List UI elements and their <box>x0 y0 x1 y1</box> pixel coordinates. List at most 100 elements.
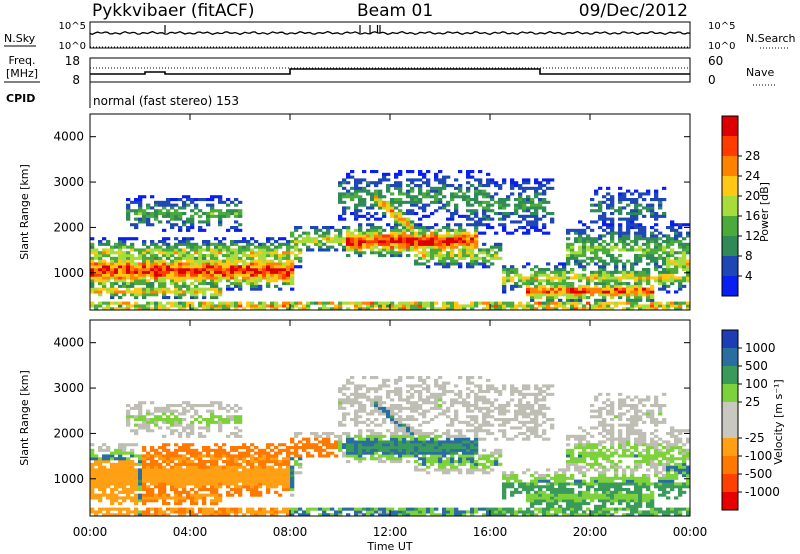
velocity-cell <box>142 462 147 466</box>
velocity-cell <box>362 440 367 444</box>
power-cell <box>486 217 491 221</box>
power-cell <box>642 251 647 255</box>
power-cell <box>186 284 191 288</box>
velocity-cell <box>198 432 203 436</box>
velocity-cell <box>206 429 211 433</box>
velocity-cell <box>158 474 163 478</box>
power-cell <box>434 307 439 311</box>
power-cell <box>610 279 615 283</box>
power-cell <box>502 226 507 230</box>
power-cell <box>622 248 627 252</box>
velocity-cell <box>398 454 403 458</box>
velocity-cell <box>226 476 231 480</box>
power-cell <box>282 256 287 260</box>
power-cell <box>566 254 571 258</box>
velocity-cell <box>118 451 123 455</box>
power-cell <box>150 262 155 266</box>
power-cell <box>530 290 535 294</box>
power-cell <box>422 248 427 252</box>
power-cell <box>390 184 395 188</box>
power-cell <box>150 282 155 286</box>
power-cell <box>478 217 483 221</box>
power-cell <box>606 198 611 202</box>
power-cell <box>142 304 147 308</box>
power-cell <box>250 248 255 252</box>
power-cell <box>562 290 567 294</box>
power-cell <box>566 270 571 274</box>
velocity-cell <box>438 462 443 466</box>
velocity-cell <box>370 513 375 517</box>
power-cell <box>498 256 503 260</box>
power-cell <box>282 237 287 241</box>
power-cell <box>650 290 655 294</box>
power-cell <box>114 270 119 274</box>
power-cell <box>138 270 143 274</box>
power-cell <box>170 270 175 274</box>
power-cell <box>102 270 107 274</box>
power-cell <box>98 273 103 277</box>
velocity-cell <box>314 437 319 441</box>
power-cell <box>278 254 283 258</box>
power-cell <box>650 293 655 297</box>
power-cell <box>230 212 235 216</box>
power-cell <box>102 279 107 283</box>
velocity-cell <box>370 448 375 452</box>
power-cell <box>634 217 639 221</box>
velocity-cell <box>230 488 235 492</box>
power-cell <box>370 181 375 185</box>
power-cell <box>634 284 639 288</box>
power-cell <box>626 248 631 252</box>
power-cell <box>610 226 615 230</box>
power-cell <box>178 242 183 246</box>
velocity-cell <box>270 476 275 480</box>
power-cell <box>294 226 299 230</box>
velocity-cell <box>370 409 375 413</box>
velocity-cell <box>94 476 99 480</box>
power-cell <box>190 301 195 305</box>
power-cell <box>138 256 143 260</box>
power-cell <box>586 237 591 241</box>
power-cell <box>390 212 395 216</box>
velocity-cell <box>178 418 183 422</box>
velocity-cell <box>130 443 135 447</box>
velocity-cell <box>142 493 147 497</box>
velocity-cell <box>190 488 195 492</box>
power-cell <box>290 259 295 263</box>
power-cell <box>630 209 635 213</box>
power-cell <box>346 192 351 196</box>
power-cell <box>610 198 615 202</box>
power-cell <box>394 198 399 202</box>
power-cell <box>134 296 139 300</box>
power-cell <box>650 296 655 300</box>
velocity-cell <box>166 507 171 511</box>
power-cell <box>94 268 99 272</box>
power-cell <box>330 301 335 305</box>
velocity-cell <box>218 513 223 517</box>
velocity-cell <box>206 476 211 480</box>
power-cell <box>398 184 403 188</box>
velocity-cell <box>394 457 399 461</box>
velocity-cell <box>150 493 155 497</box>
velocity-cell <box>218 404 223 408</box>
power-cell <box>586 296 591 300</box>
power-cell <box>406 220 411 224</box>
power-cell <box>222 237 227 241</box>
power-cell <box>598 304 603 308</box>
velocity-cell <box>410 437 415 441</box>
power-cell <box>98 256 103 260</box>
power-cell <box>546 186 551 190</box>
power-cell <box>286 265 291 269</box>
velocity-cell <box>298 454 303 458</box>
power-cell <box>254 268 259 272</box>
velocity-cell <box>134 471 139 475</box>
power-cell <box>462 242 467 246</box>
power-cell <box>242 307 247 311</box>
power-cell <box>234 203 239 207</box>
power-cell <box>210 301 215 305</box>
power-cell <box>114 251 119 255</box>
power-cell <box>150 254 155 258</box>
power-cell <box>350 237 355 241</box>
power-cell <box>438 242 443 246</box>
power-cell <box>618 254 623 258</box>
power-cell <box>138 248 143 252</box>
